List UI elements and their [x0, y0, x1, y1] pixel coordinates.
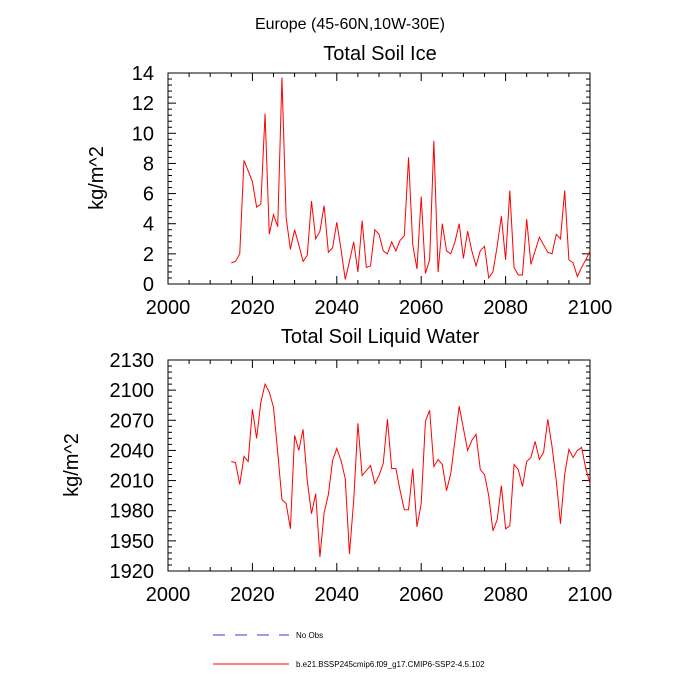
x-tick-label: 2020	[230, 584, 275, 606]
x-tick-label: 2080	[483, 584, 528, 606]
y-tick-label: 2040	[110, 440, 155, 462]
x-tick-label: 2020	[230, 297, 275, 319]
legend-label-model-run: b.e21.BSSP245cmip6.f09_g17.CMIP6-SSP2-4.…	[296, 660, 485, 669]
y-tick-label: 1950	[110, 531, 155, 553]
x-tick-label: 2100	[568, 584, 613, 606]
series-line	[231, 382, 591, 557]
y-axis-label: kg/m^2	[86, 146, 108, 210]
x-tick-label: 2060	[399, 584, 444, 606]
plot-title: Total Soil Liquid Water	[281, 326, 480, 348]
y-tick-label: 14	[132, 63, 154, 85]
y-tick-label: 0	[143, 274, 154, 296]
y-tick-label: 8	[143, 153, 154, 175]
y-tick-label: 2130	[110, 350, 155, 372]
x-tick-label: 2000	[146, 584, 191, 606]
x-tick-label: 2040	[315, 584, 360, 606]
legend-label-no-obs: No Obs	[296, 631, 323, 640]
y-tick-label: 2070	[110, 410, 155, 432]
y-tick-label: 2100	[110, 380, 155, 402]
y-axis-label: kg/m^2	[61, 433, 83, 497]
y-tick-label: 2010	[110, 471, 155, 493]
x-tick-label: 2100	[568, 297, 613, 319]
plot-total-soil-ice: Total Soil Ice kg/m^2 2000 2020 2040 2060 20…	[86, 43, 612, 319]
x-tick-label: 2000	[146, 297, 191, 319]
y-tick-label: 10	[132, 123, 154, 145]
x-tick-label: 2060	[399, 297, 444, 319]
x-tick-label: 2080	[483, 297, 528, 319]
plot-title: Total Soil Ice	[323, 43, 436, 65]
series-line	[231, 77, 591, 280]
figure-suptitle: Europe (45-60N,10W-30E)	[255, 16, 445, 33]
legend: No Obs b.e21.BSSP245cmip6.f09_g17.CMIP6-…	[213, 631, 485, 669]
y-tick-label: 1920	[110, 561, 155, 583]
y-tick-label: 4	[143, 214, 154, 236]
plot-frame	[167, 72, 591, 285]
y-tick-label: 1980	[110, 501, 155, 523]
y-tick-label: 6	[143, 184, 154, 206]
plot-frame	[167, 359, 591, 572]
x-tick-label: 2040	[315, 297, 360, 319]
plot-total-soil-liquid-water: Total Soil Liquid Water kg/m^2 2000 2020 2…	[61, 326, 612, 606]
y-tick-label: 2	[143, 244, 154, 266]
y-tick-label: 12	[132, 93, 154, 115]
